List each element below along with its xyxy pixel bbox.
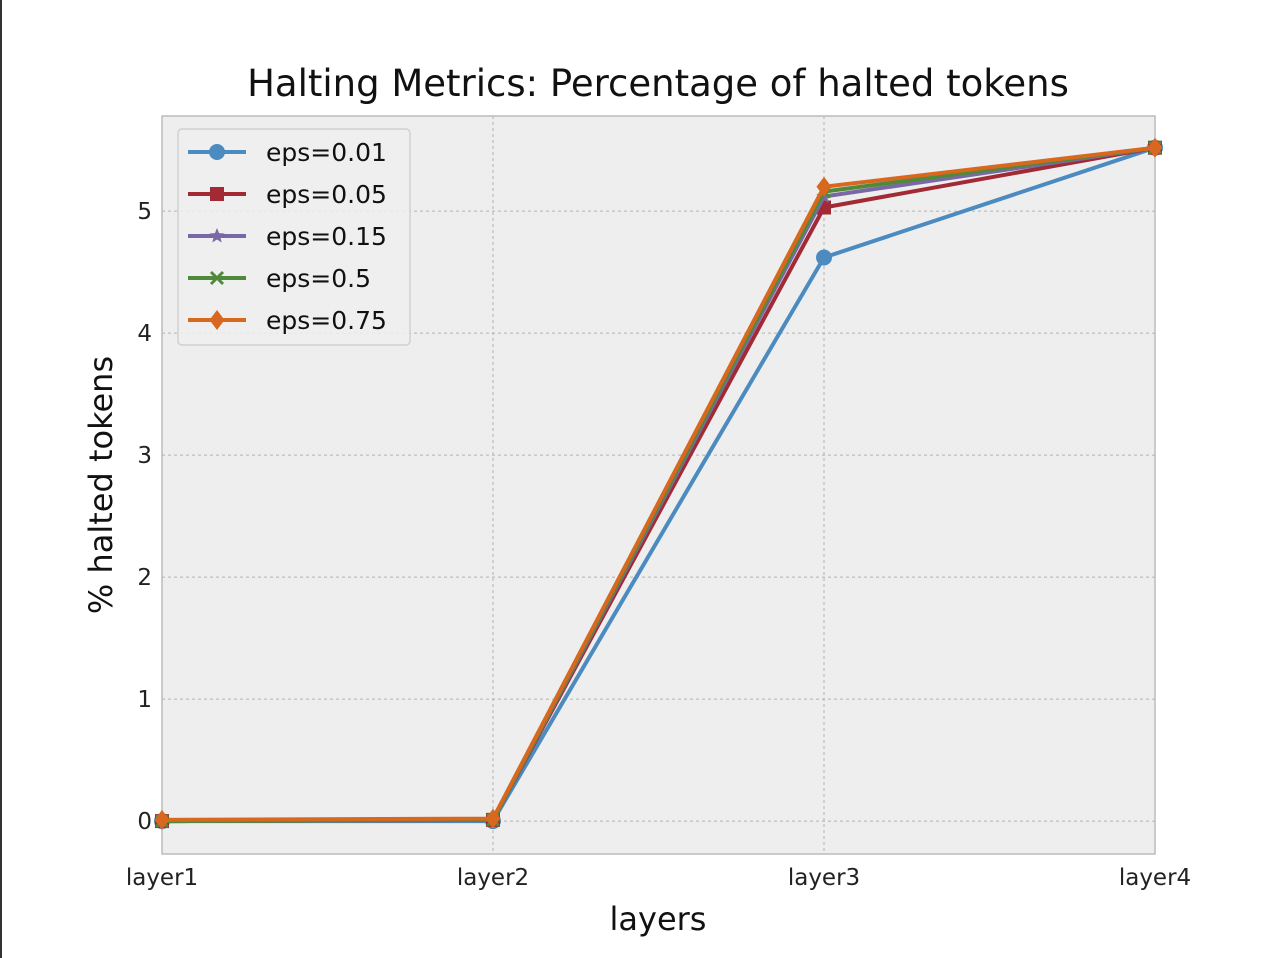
x-tick-label: layer4 bbox=[1119, 865, 1191, 891]
legend-entry: eps=0.75 bbox=[188, 306, 387, 335]
y-tick-label: 1 bbox=[137, 687, 152, 713]
x-tick-label: layer3 bbox=[788, 865, 860, 891]
legend-entry: eps=0.15 bbox=[188, 222, 387, 251]
legend-entry: eps=0.01 bbox=[188, 138, 387, 167]
data-point bbox=[816, 176, 832, 197]
y-tick-label: 0 bbox=[137, 809, 152, 835]
y-tick-label: 4 bbox=[137, 321, 152, 347]
chart-title: Halting Metrics: Percentage of halted to… bbox=[247, 62, 1069, 105]
y-tick-label: 3 bbox=[137, 443, 152, 469]
series-line bbox=[161, 145, 1156, 822]
y-tick-label: 5 bbox=[137, 199, 152, 225]
legend-marker bbox=[209, 228, 225, 243]
legend-label: eps=0.75 bbox=[266, 306, 387, 335]
y-tick-label: 2 bbox=[137, 565, 152, 591]
legend-label: eps=0.01 bbox=[266, 138, 387, 167]
data-point bbox=[485, 808, 501, 829]
x-axis-label: layers bbox=[610, 900, 707, 938]
legend-box bbox=[177, 128, 411, 346]
grid-lines bbox=[162, 116, 1155, 854]
legend-label: eps=0.05 bbox=[266, 180, 387, 209]
legend: eps=0.01 eps=0.05 eps=0.15 eps=0.5 eps=0.75 bbox=[177, 128, 411, 346]
axis-ticks: layer1 layer2 layer3 layer4 0 1 2 3 4 5 bbox=[126, 199, 1191, 891]
data-point bbox=[154, 809, 170, 830]
legend-marker bbox=[209, 270, 225, 286]
legend-marker bbox=[209, 144, 225, 160]
series-lines bbox=[154, 137, 1163, 830]
legend-marker bbox=[209, 310, 225, 330]
x-tick-label: layer1 bbox=[126, 865, 198, 891]
data-point bbox=[816, 249, 832, 266]
x-tick-label: layer2 bbox=[457, 865, 529, 891]
legend-entry: eps=0.5 bbox=[188, 264, 371, 293]
legend-entry: eps=0.05 bbox=[188, 180, 387, 209]
legend-marker bbox=[210, 187, 224, 201]
series-eps=0.75 bbox=[154, 137, 1163, 830]
legend-label: eps=0.15 bbox=[266, 222, 387, 251]
legend-label: eps=0.5 bbox=[266, 264, 371, 293]
y-axis-label: % halted tokens bbox=[82, 356, 120, 614]
data-point bbox=[1147, 137, 1163, 158]
